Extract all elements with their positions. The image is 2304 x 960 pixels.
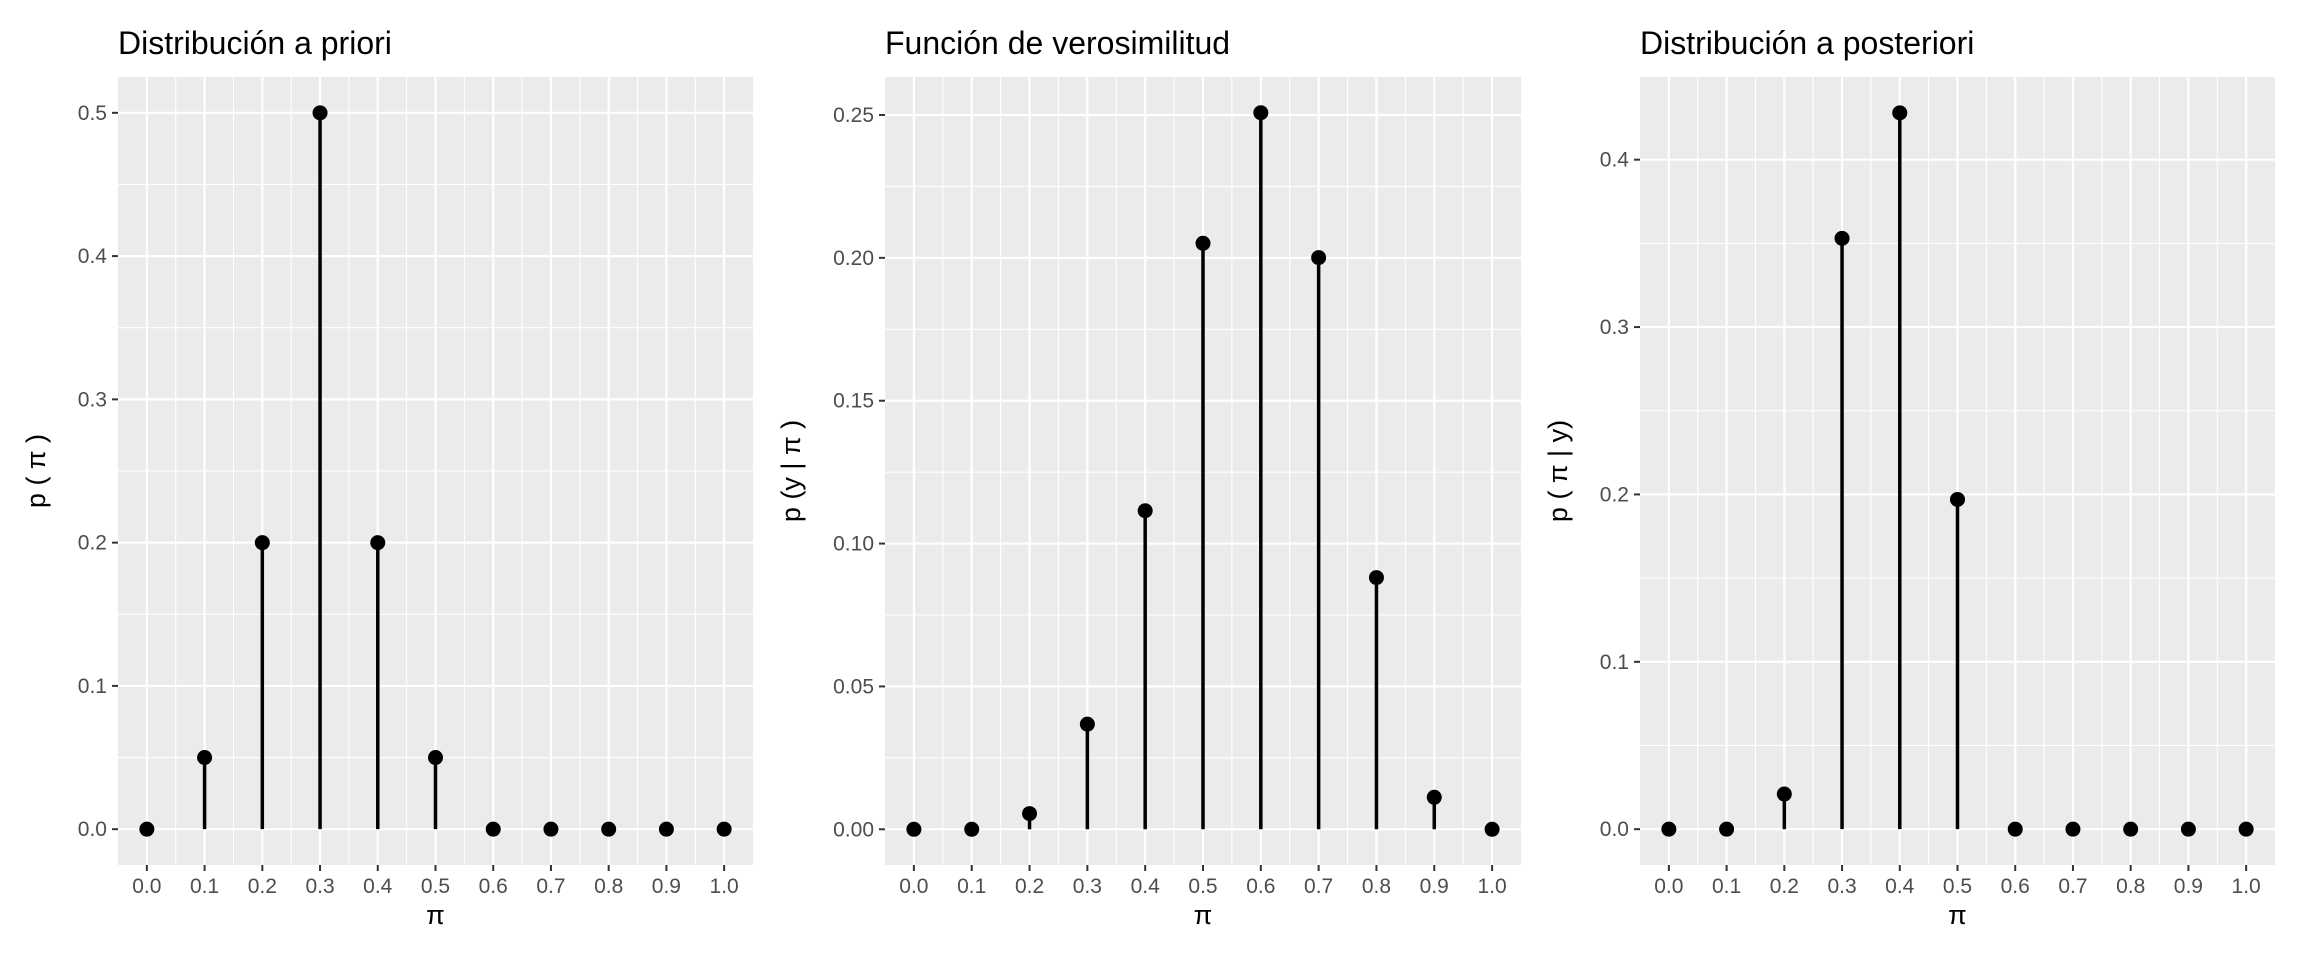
chart-panel-1: 0.0 0.1 0.2 0.3 0.4 0.5 0.0 0.1 0.2 0.3 0.4 0.5 0.6 0…: [21, 25, 753, 930]
y-tick-label: 0.0: [1600, 818, 1629, 841]
data-point: [2123, 821, 2139, 837]
data-point: [601, 821, 617, 837]
y-tick-label: 0.2: [1600, 483, 1629, 506]
x-tick-label: 0.3: [1073, 875, 1102, 898]
x-tick-label: 1.0: [710, 875, 739, 898]
x-axis-label: π: [1948, 900, 1967, 930]
y-axis-label: p (y | π ): [776, 420, 806, 522]
y-tick-label: 0.25: [833, 104, 874, 127]
data-point: [1950, 491, 1965, 507]
x-tick-label: 0.3: [1827, 875, 1856, 898]
data-point: [1311, 250, 1327, 266]
x-tick-label: 0.2: [1015, 875, 1044, 898]
x-tick-label: 1.0: [1477, 875, 1506, 898]
data-point: [2065, 821, 2081, 837]
data-point: [906, 821, 922, 837]
data-point: [964, 821, 980, 837]
x-tick-label: 0.4: [1131, 875, 1161, 898]
x-tick-label: 0.6: [2001, 875, 2030, 898]
x-tick-label: 0.5: [421, 875, 450, 898]
data-point: [1484, 821, 1500, 837]
y-tick-label: 0.5: [78, 102, 107, 125]
x-tick-label: 0.0: [899, 875, 928, 898]
x-tick-label: 0.8: [594, 875, 623, 898]
y-tick-label: 0.15: [833, 390, 874, 413]
x-tick-label: 0.6: [479, 875, 508, 898]
x-axis-label: π: [1194, 900, 1213, 930]
chart-panel-2: 0.00 0.05 0.10 0.15 0.20 0.25 0.0 0.1 0.2 0.3 0.4 0…: [776, 25, 1521, 930]
y-tick-label: 0.3: [1600, 316, 1629, 339]
data-point: [2238, 821, 2254, 837]
y-tick-label: 0.4: [1600, 149, 1630, 172]
data-point: [1253, 105, 1269, 121]
data-point: [2007, 821, 2023, 837]
x-tick-label: 0.5: [1188, 875, 1217, 898]
x-tick-label: 0.4: [363, 875, 393, 898]
data-point: [197, 750, 213, 766]
x-tick-label: 0.2: [248, 875, 277, 898]
y-tick-label: 0.1: [78, 675, 107, 698]
data-point: [543, 821, 559, 837]
x-tick-label: 0.1: [957, 875, 986, 898]
data-point: [1368, 570, 1384, 586]
data-point: [658, 821, 674, 837]
y-tick-label: 0.4: [78, 245, 108, 268]
data-point: [2180, 821, 2196, 837]
data-point: [1892, 105, 1908, 121]
x-tick-label: 0.1: [190, 875, 219, 898]
x-tick-label: 0.8: [1362, 875, 1391, 898]
data-point: [1719, 821, 1735, 837]
y-tick-label: 0.0: [78, 818, 107, 841]
x-tick-label: 0.7: [2058, 875, 2087, 898]
x-tick-label: 0.0: [132, 875, 161, 898]
data-point: [1137, 503, 1153, 519]
x-tick-label: 0.7: [1304, 875, 1333, 898]
chart-title: Distribución a priori: [118, 25, 392, 61]
x-tick-label: 0.7: [536, 875, 565, 898]
data-point: [1195, 235, 1211, 251]
x-tick-label: 0.0: [1654, 875, 1683, 898]
x-tick-label: 0.5: [1943, 875, 1972, 898]
x-tick-label: 0.9: [652, 875, 681, 898]
y-tick-label: 0.00: [833, 818, 874, 841]
y-tick-label: 0.05: [833, 675, 874, 698]
data-point: [1661, 821, 1677, 837]
chart-title: Función de verosimilitud: [885, 25, 1230, 61]
y-axis-label: p ( π ): [21, 434, 51, 508]
y-tick-label: 0.1: [1600, 651, 1629, 674]
x-axis-label: π: [426, 900, 445, 930]
data-point: [1834, 230, 1850, 246]
data-point: [716, 821, 732, 837]
data-point: [312, 105, 328, 121]
y-tick-label: 0.10: [833, 533, 874, 556]
x-tick-label: 0.2: [1770, 875, 1799, 898]
x-tick-label: 0.9: [2174, 875, 2203, 898]
y-tick-label: 0.2: [78, 532, 107, 555]
data-point: [139, 821, 155, 837]
x-tick-label: 0.3: [305, 875, 334, 898]
chart-panel-3: 0.0 0.1 0.2 0.3 0.4 0.0 0.1 0.2 0.3 0.4 0.5 0.6 0.7 0…: [1543, 25, 2275, 930]
data-point: [370, 535, 386, 551]
x-tick-label: 0.9: [1420, 875, 1449, 898]
chart-title: Distribución a posteriori: [1640, 25, 1974, 61]
x-tick-label: 0.8: [2116, 875, 2145, 898]
data-point: [254, 535, 270, 551]
x-tick-label: 0.6: [1246, 875, 1275, 898]
data-point: [1079, 716, 1095, 732]
y-tick-label: 0.3: [78, 388, 107, 411]
x-tick-label: 0.1: [1712, 875, 1741, 898]
x-tick-label: 1.0: [2232, 875, 2261, 898]
data-point: [1776, 786, 1792, 802]
data-point: [485, 821, 501, 837]
y-axis-label: p ( π | y): [1543, 420, 1573, 522]
y-tick-label: 0.20: [833, 247, 874, 270]
data-point: [1022, 806, 1038, 822]
data-point: [1426, 789, 1442, 805]
x-tick-label: 0.4: [1885, 875, 1915, 898]
data-point: [428, 750, 443, 766]
